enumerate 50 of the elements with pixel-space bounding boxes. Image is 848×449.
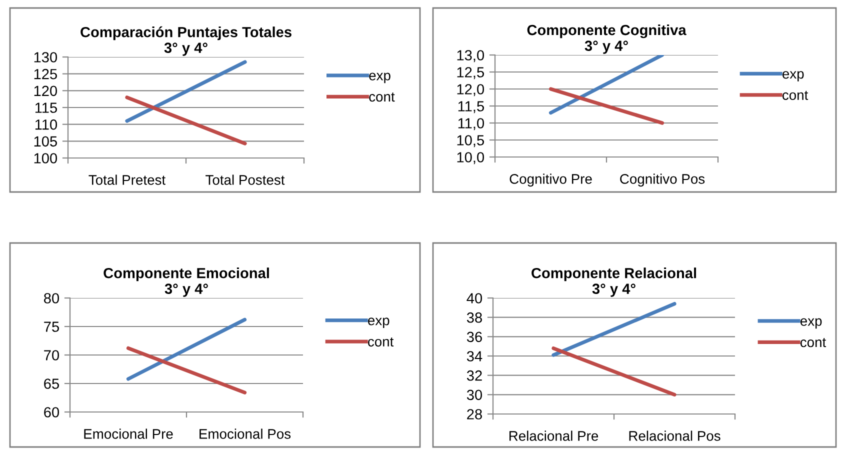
legend-label: exp — [368, 318, 390, 328]
y-tick-label: 13,0 — [457, 50, 484, 62]
y-tick-label: 65 — [44, 378, 59, 389]
y-tick-label: 11,5 — [458, 101, 484, 114]
y-tick-label: 10,0 — [457, 152, 484, 164]
y-tick-label: 36 — [466, 332, 482, 342]
y-tick-label: 130 — [34, 52, 58, 62]
x-tick-label: Cognitivo Pos — [620, 174, 705, 187]
y-tick-label: 115 — [35, 102, 57, 113]
legend-label: cont — [782, 90, 808, 100]
chart-title: Componente Emocional — [104, 268, 269, 282]
y-tick-label: 110 — [35, 119, 58, 130]
legend-label: cont — [369, 92, 395, 102]
x-tick-label: Emocional Pre — [84, 428, 173, 439]
x-tick-label: Relacional Pos — [629, 430, 720, 441]
x-tick-label: Relacional Pre — [509, 430, 598, 441]
legend-label: exp — [369, 72, 390, 84]
legend-label: cont — [800, 338, 826, 348]
y-tick-label: 60 — [44, 407, 60, 418]
x-tick-label: Total Postest — [206, 174, 285, 185]
chart-title: Componente Relacional — [532, 268, 696, 282]
y-tick-label: 100 — [34, 153, 58, 164]
y-tick-label: 80 — [44, 293, 60, 304]
chart-subtitle: 3° y 4° — [164, 42, 208, 56]
y-tick-label: 105 — [34, 136, 57, 147]
chart-title: Componente Cognitiva — [527, 24, 686, 38]
y-tick-label: 32 — [466, 370, 482, 381]
chart-title: Comparación Puntajes Totales — [80, 26, 292, 40]
y-tick-label: 40 — [466, 293, 482, 304]
y-tick-label: 12,0 — [457, 84, 484, 96]
x-tick-label: Cognitivo Pre — [510, 174, 592, 187]
legend-label: exp — [782, 71, 804, 82]
x-tick-label: Total Pretest — [88, 174, 166, 185]
chart-subtitle: 3° y 4° — [164, 284, 208, 297]
legend-label: exp — [800, 318, 822, 329]
y-tick-label: 125 — [34, 68, 57, 80]
y-tick-label: 120 — [34, 86, 58, 96]
chart-subtitle: 3° y 4° — [584, 40, 628, 54]
y-tick-label: 28 — [467, 409, 482, 420]
y-tick-label: 30 — [466, 390, 482, 400]
y-tick-label: 12,5 — [457, 67, 484, 80]
y-tick-label: 75 — [44, 322, 59, 332]
y-tick-label: 38 — [466, 312, 482, 323]
legend-label: cont — [368, 337, 394, 347]
chart-subtitle: 3° y 4° — [592, 284, 636, 297]
x-tick-label: Emocional Pos — [200, 428, 291, 439]
y-tick-label: 70 — [44, 350, 60, 360]
y-tick-label: 11,0 — [458, 118, 484, 130]
y-tick-label: 34 — [466, 351, 482, 362]
y-tick-label: 10,5 — [457, 135, 484, 148]
